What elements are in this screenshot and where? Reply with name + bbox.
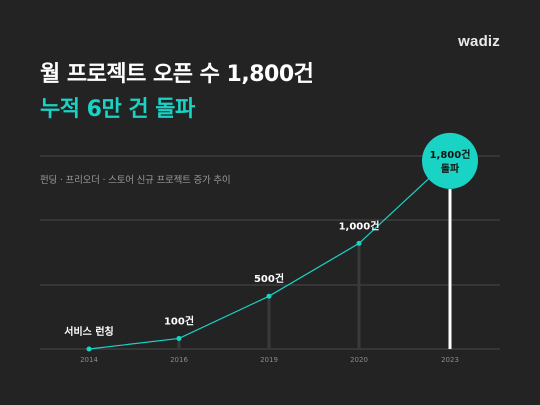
x-tick-label: 2023: [441, 356, 459, 364]
data-point: [266, 293, 272, 299]
wadiz-logo: wadiz: [458, 33, 500, 50]
highlight-bubble: [422, 132, 478, 189]
x-tick-label: 2020: [350, 356, 368, 364]
data-point: [176, 335, 182, 341]
highlight-label-text: 돌파: [441, 162, 460, 175]
data-label: 1,000건: [339, 219, 380, 232]
highlight-label-value: 1,800건: [430, 148, 471, 161]
data-point: [86, 346, 92, 352]
x-tick-label: 2016: [170, 356, 188, 364]
x-tick-label: 2014: [80, 356, 98, 364]
chart-subtitle: 펀딩 · 프리오더 · 스토어 신규 프로젝트 증가 추이: [40, 175, 231, 186]
data-label: 서비스 런칭: [64, 325, 113, 338]
data-label: 100건: [164, 314, 194, 327]
title-line-2: 누적 6만 건 돌파: [40, 97, 195, 122]
title-line-1: 월 프로젝트 오픈 수 1,800건: [40, 62, 314, 87]
x-tick-label: 2019: [260, 356, 278, 364]
data-label: 500건: [254, 272, 284, 285]
data-point: [356, 240, 362, 246]
